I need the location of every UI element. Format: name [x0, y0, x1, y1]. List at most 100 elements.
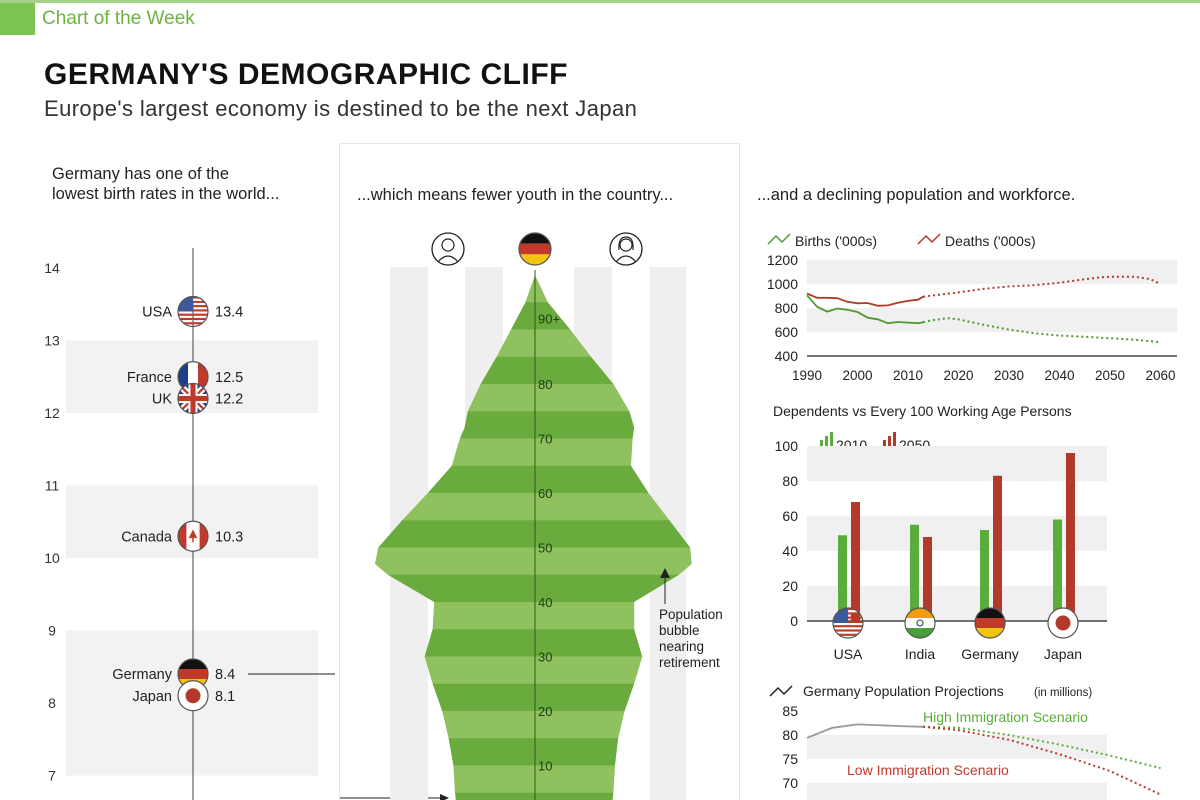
- flag-body: [178, 361, 208, 392]
- value-label: 13.4: [215, 305, 243, 321]
- icon-shoulders: [437, 255, 459, 263]
- germany-flag-icon: [974, 607, 1006, 639]
- flag-ring: [832, 607, 864, 639]
- y-tick-label: 100: [775, 438, 799, 454]
- x-tick-label: 2030: [994, 368, 1024, 383]
- series-line-births: [806, 294, 924, 325]
- y-tick-label: 7: [48, 768, 56, 784]
- uk-flag-icon: [177, 382, 209, 415]
- y-tick-label: 1000: [767, 276, 798, 292]
- icon-ring: [609, 232, 643, 266]
- flag-body: [178, 383, 208, 414]
- india-flag-icon: [904, 607, 936, 639]
- band: [807, 783, 1107, 800]
- sun-disc: [1055, 615, 1071, 631]
- band: [807, 735, 1107, 759]
- category-label: India: [905, 646, 936, 662]
- sun-disc: [185, 688, 201, 704]
- usa-flag-icon: [177, 295, 209, 328]
- legend-swatch: [767, 233, 791, 245]
- flag-ring: [177, 520, 209, 552]
- cross: [190, 383, 196, 414]
- legend-swatch: [825, 436, 828, 450]
- birth-rate-chart: 14 13 12 11 10 9 8 7 USA 13.4 France 12.5 UK 12.2 Cana…: [44, 248, 335, 800]
- age-label: 60: [538, 486, 552, 501]
- x-tick-label: 2020: [943, 368, 973, 383]
- country-label: France: [127, 370, 172, 386]
- flag-body: [905, 608, 935, 638]
- age-band: [375, 520, 692, 548]
- chart-title: Dependents vs Every 100 Working Age Pers…: [773, 403, 1072, 419]
- middle-column-heading: ...which means fewer youth in the countr…: [357, 186, 674, 204]
- band: [178, 361, 188, 392]
- stripe: [833, 629, 863, 632]
- legend-swatch: [830, 432, 833, 450]
- age-label: 90+: [538, 312, 560, 327]
- age-band: [375, 792, 692, 800]
- section-label: Chart of the Week: [42, 8, 195, 29]
- band: [807, 446, 1107, 481]
- germany-connector-line: [248, 673, 335, 675]
- band: [519, 243, 551, 255]
- page-title: GERMANY'S DEMOGRAPHIC CLIFF: [44, 58, 568, 91]
- annotation-high: High Immigration Scenario: [923, 709, 1088, 725]
- canada-flag-icon: [177, 520, 209, 552]
- value-label: 12.5: [215, 370, 243, 386]
- category-label: Germany: [961, 646, 1019, 662]
- historical-line: [806, 723, 924, 739]
- legend-swatch: [917, 233, 941, 245]
- band: [178, 659, 208, 669]
- births-deaths-chart: Births ('000s) Deaths ('000s) 1200 1000 800 6…: [767, 233, 1177, 383]
- country-label: Germany: [112, 667, 172, 683]
- flag-ring: [1047, 607, 1079, 639]
- band: [519, 254, 551, 265]
- bar-2010: [1053, 519, 1062, 621]
- flag-ring: [974, 607, 1006, 639]
- y-tick-label: 8: [48, 695, 56, 711]
- y-tick-label: 600: [775, 324, 799, 340]
- section-ribbon: [0, 3, 35, 35]
- band: [178, 669, 208, 679]
- x-tick-label: 2010: [893, 368, 923, 383]
- x-tick-label: 2060: [1145, 368, 1175, 383]
- flag-body: [833, 608, 863, 636]
- flag-ring: [177, 295, 209, 328]
- male-icon: [431, 232, 465, 266]
- band: [905, 608, 935, 618]
- y-tick-label: 80: [782, 473, 798, 489]
- stripe: [178, 317, 208, 321]
- legend-label: Births ('000s): [795, 233, 877, 249]
- top-accent-bar: [0, 0, 1200, 3]
- usa-flag-icon: [832, 607, 864, 639]
- stripe: [833, 625, 863, 628]
- age-label: 70: [538, 432, 552, 447]
- y-tick-label: 800: [775, 300, 799, 316]
- annotation-text: nearing: [659, 639, 704, 654]
- flag-body: [519, 233, 551, 265]
- series-line-deaths: [806, 292, 924, 307]
- band: [519, 233, 551, 244]
- icon-head: [441, 238, 455, 252]
- icon-hair: [618, 236, 634, 251]
- bar-2010: [910, 524, 919, 621]
- country-label: Japan: [132, 689, 172, 705]
- stripe: [178, 322, 208, 325]
- flag-ring: [518, 232, 552, 266]
- flag-body: [178, 521, 208, 552]
- age-band: [375, 493, 692, 521]
- y-tick-label: 60: [782, 508, 798, 524]
- stripe: [178, 313, 208, 316]
- age-label: 50: [538, 541, 552, 556]
- y-tick-label: 80: [782, 727, 798, 743]
- y-tick-label: 0: [790, 613, 798, 629]
- flag-body: [975, 608, 1005, 638]
- bar-2010: [980, 530, 989, 621]
- flag-body: [1048, 608, 1078, 638]
- y-tick-label: 13: [44, 333, 60, 349]
- y-tick-label: 14: [44, 260, 60, 276]
- low-immigration-line: [923, 725, 1161, 796]
- country-label: Canada: [121, 529, 173, 545]
- legend-swatch: [893, 432, 896, 450]
- age-label: 20: [538, 704, 552, 719]
- value-label: 10.3: [215, 529, 243, 545]
